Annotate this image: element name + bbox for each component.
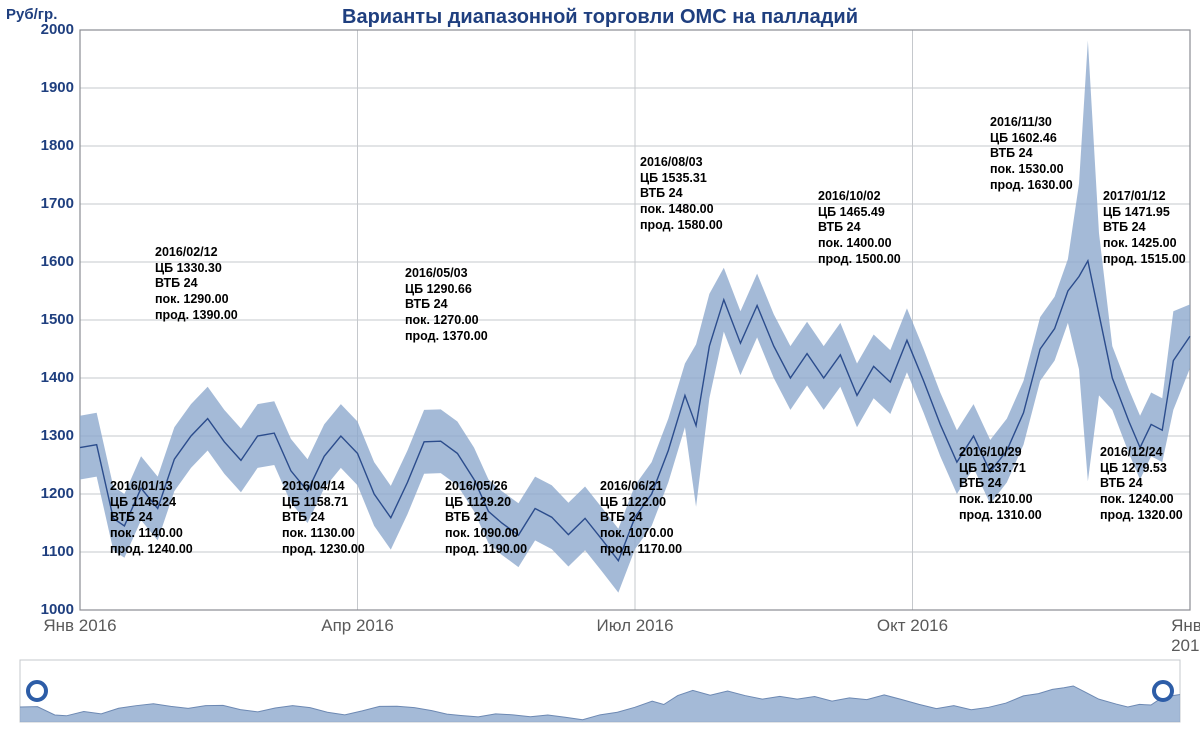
x-tick-label: Янв 2017 [1171,616,1200,656]
chart-root: Варианты диапазонной торговли ОМС на пал… [0,0,1200,732]
annotation-line: ВТБ 24 [990,146,1073,162]
annotation-line: пок. 1425.00 [1103,236,1186,252]
y-tick-label: 1100 [12,543,74,560]
price-annotation: 2016/10/29ЦБ 1237.71ВТБ 24пок. 1210.00пр… [959,445,1042,523]
annotation-line: прод. 1630.00 [990,178,1073,194]
x-tick-label: Апр 2016 [321,616,394,636]
annotation-line: прод. 1240.00 [110,542,193,558]
x-tick-label: Июл 2016 [596,616,673,636]
annotation-line: ЦБ 1602.46 [990,131,1073,147]
annotation-line: 2016/11/30 [990,115,1073,131]
annotation-line: 2016/05/26 [445,479,527,495]
annotation-line: ВТБ 24 [155,276,238,292]
annotation-line: ВТБ 24 [282,510,365,526]
annotation-line: ВТБ 24 [1103,220,1186,236]
annotation-line: 2016/06/21 [600,479,682,495]
annotation-line: ВТБ 24 [405,297,488,313]
annotation-line: ЦБ 1471.95 [1103,205,1186,221]
annotation-line: пок. 1130.00 [282,526,365,542]
annotation-line: пок. 1140.00 [110,526,193,542]
price-annotation: 2016/05/03ЦБ 1290.66ВТБ 24пок. 1270.00пр… [405,266,488,344]
annotation-line: ВТБ 24 [959,476,1042,492]
annotation-line: ВТБ 24 [110,510,193,526]
annotation-line: 2016/01/13 [110,479,193,495]
y-tick-label: 1400 [12,369,74,386]
annotation-line: ЦБ 1535.31 [640,171,723,187]
annotation-line: 2016/10/02 [818,189,901,205]
annotation-line: прод. 1370.00 [405,329,488,345]
y-tick-label: 1300 [12,427,74,444]
price-annotation: 2017/01/12ЦБ 1471.95ВТБ 24пок. 1425.00пр… [1103,189,1186,267]
annotation-line: ЦБ 1330.30 [155,261,238,277]
annotation-line: ВТБ 24 [445,510,527,526]
price-annotation: 2016/04/14ЦБ 1158.71ВТБ 24пок. 1130.00пр… [282,479,365,557]
annotation-line: ВТБ 24 [640,186,723,202]
range-slider-right-handle[interactable] [1152,680,1174,702]
annotation-line: пок. 1480.00 [640,202,723,218]
annotation-line: прод. 1230.00 [282,542,365,558]
annotation-line: прод. 1320.00 [1100,508,1183,524]
y-tick-label: 1800 [12,137,74,154]
annotation-line: 2016/04/14 [282,479,365,495]
y-tick-label: 1600 [12,253,74,270]
annotation-line: прод. 1515.00 [1103,252,1186,268]
x-tick-label: Окт 2016 [877,616,948,636]
annotation-line: 2016/05/03 [405,266,488,282]
annotation-line: ЦБ 1465.49 [818,205,901,221]
y-tick-label: 1700 [12,195,74,212]
annotation-line: ЦБ 1122.00 [600,495,682,511]
y-tick-label: 1900 [12,79,74,96]
annotation-line: прод. 1390.00 [155,308,238,324]
annotation-line: ЦБ 1129.20 [445,495,527,511]
annotation-line: пок. 1290.00 [155,292,238,308]
annotation-line: прод. 1310.00 [959,508,1042,524]
annotation-line: прод. 1500.00 [818,252,901,268]
price-annotation: 2016/05/26ЦБ 1129.20ВТБ 24пок. 1090.00пр… [445,479,527,557]
range-slider-left-handle[interactable] [26,680,48,702]
annotation-line: прод. 1190.00 [445,542,527,558]
annotation-line: ЦБ 1158.71 [282,495,365,511]
annotation-line: прод. 1170.00 [600,542,682,558]
price-annotation: 2016/02/12ЦБ 1330.30ВТБ 24пок. 1290.00пр… [155,245,238,323]
y-tick-label: 1200 [12,485,74,502]
x-tick-label: Янв 2016 [43,616,116,636]
price-annotation: 2016/12/24ЦБ 1279.53ВТБ 24пок. 1240.00пр… [1100,445,1183,523]
annotation-line: 2016/12/24 [1100,445,1183,461]
annotation-line: 2016/10/29 [959,445,1042,461]
annotation-line: пок. 1240.00 [1100,492,1183,508]
annotation-line: ВТБ 24 [1100,476,1183,492]
annotation-line: 2016/08/03 [640,155,723,171]
annotation-line: пок. 1090.00 [445,526,527,542]
annotation-line: пок. 1530.00 [990,162,1073,178]
annotation-line: пок. 1400.00 [818,236,901,252]
price-annotation: 2016/06/21ЦБ 1122.00ВТБ 24пок. 1070.00пр… [600,479,682,557]
annotation-line: ЦБ 1145.24 [110,495,193,511]
annotation-line: 2016/02/12 [155,245,238,261]
annotation-line: ВТБ 24 [600,510,682,526]
price-annotation: 2016/08/03ЦБ 1535.31ВТБ 24пок. 1480.00пр… [640,155,723,233]
annotation-line: ВТБ 24 [818,220,901,236]
annotation-line: прод. 1580.00 [640,218,723,234]
y-tick-label: 1500 [12,311,74,328]
price-annotation: 2016/01/13ЦБ 1145.24ВТБ 24пок. 1140.00пр… [110,479,193,557]
annotation-line: ЦБ 1290.66 [405,282,488,298]
annotation-line: пок. 1070.00 [600,526,682,542]
price-annotation: 2016/11/30ЦБ 1602.46ВТБ 24пок. 1530.00пр… [990,115,1073,193]
annotation-line: ЦБ 1237.71 [959,461,1042,477]
price-annotation: 2016/10/02ЦБ 1465.49ВТБ 24пок. 1400.00пр… [818,189,901,267]
annotation-line: ЦБ 1279.53 [1100,461,1183,477]
annotation-line: пок. 1210.00 [959,492,1042,508]
y-tick-label: 2000 [12,21,74,38]
annotation-line: пок. 1270.00 [405,313,488,329]
annotation-line: 2017/01/12 [1103,189,1186,205]
